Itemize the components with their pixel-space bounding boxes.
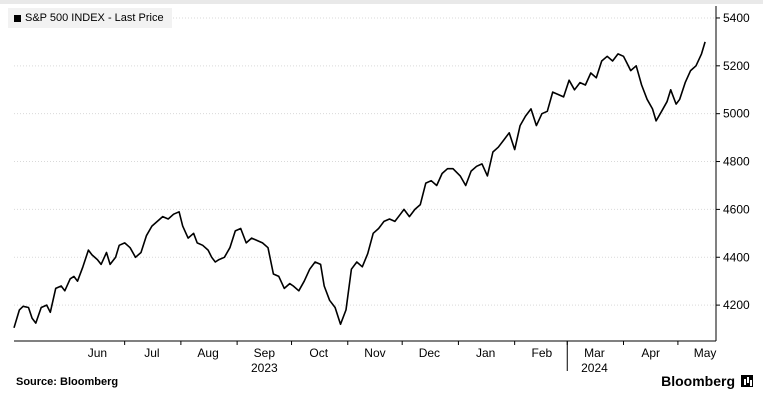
legend-swatch-icon (14, 14, 21, 22)
top-strip (0, 0, 763, 4)
bar-chart-icon (741, 375, 753, 387)
y-tick-label: 5400 (723, 11, 750, 25)
x-tick-label: May (694, 346, 717, 360)
x-tick-label: Aug (197, 346, 218, 360)
chart-legend: S&P 500 INDEX - Last Price (8, 8, 172, 28)
brand-name: Bloomberg (661, 373, 735, 389)
series-line (13, 41, 706, 329)
y-tick-label: 5000 (723, 107, 750, 121)
x-tick-label: Jun (88, 346, 107, 360)
x-tick-label: Feb (532, 346, 553, 360)
year-label: 2024 (581, 361, 608, 375)
x-tick-label: Jul (144, 346, 159, 360)
x-tick-label: Sep (254, 346, 276, 360)
y-tick-label: 5200 (723, 59, 750, 73)
x-tick-label: Mar (584, 346, 605, 360)
year-label: 2023 (251, 361, 278, 375)
y-tick-label: 4600 (723, 202, 750, 216)
y-tick-label: 4400 (723, 250, 750, 264)
y-tick-label: 4800 (723, 155, 750, 169)
x-tick-label: Dec (419, 346, 440, 360)
x-tick-label: Oct (309, 346, 328, 360)
bloomberg-logo: Bloomberg (661, 373, 753, 389)
source-note: Source: Bloomberg (16, 376, 119, 388)
x-tick-label: Jan (476, 346, 495, 360)
x-tick-label: Apr (641, 346, 660, 360)
y-tick-label: 4200 (723, 298, 750, 312)
x-tick-label: Nov (364, 346, 385, 360)
legend-label: S&P 500 INDEX - Last Price (25, 12, 164, 24)
